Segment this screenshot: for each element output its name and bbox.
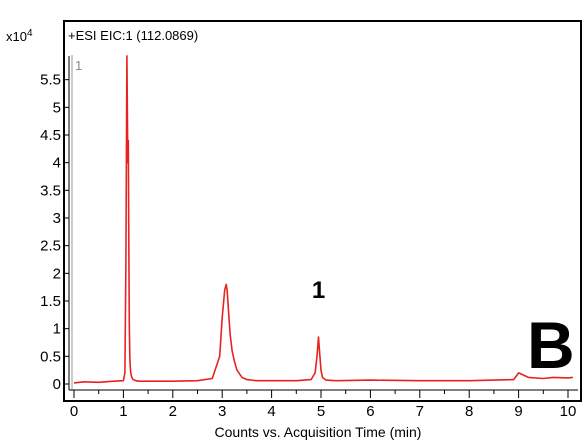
x-tick-label: 5	[317, 403, 325, 420]
x-tick-label: 7	[416, 403, 424, 420]
y-tick-label: 0.5	[40, 348, 61, 365]
y-tick-label: 4	[53, 155, 61, 172]
y-tick-label: 5.5	[40, 72, 61, 89]
series-line-1	[73, 55, 573, 384]
y-tick-label: 3	[53, 210, 61, 227]
y-multiplier: x104	[6, 28, 33, 44]
chart-header: +ESI EIC:1 (112.0869)	[68, 28, 198, 43]
series-layer	[73, 55, 573, 384]
y-tick-label: 4.5	[40, 127, 61, 144]
x-axis-label: Counts vs. Acquisition Time (min)	[215, 424, 422, 440]
y-tick-label: 1.5	[40, 293, 61, 310]
y-tick-label: 3.5	[40, 182, 61, 199]
x-tick-label: 6	[366, 403, 374, 420]
panel-label: B	[527, 308, 575, 382]
x-tick-label: 1	[119, 403, 127, 420]
y-tick-label: 0	[53, 376, 61, 393]
x-tick-label: 9	[514, 403, 522, 420]
x-tick-label: 10	[560, 403, 577, 420]
x-tick-label: 8	[465, 403, 473, 420]
y-tick-label: 1	[53, 321, 61, 338]
y-tick-label: 2	[53, 265, 61, 282]
x-tick-label: 3	[218, 403, 226, 420]
chart-frame	[63, 20, 582, 402]
y-ticks: 0 0.5 1 1.5 2 2.5 3 3.5 4 4.5 5 5.5	[40, 72, 69, 393]
annotation-layer: 1	[312, 277, 325, 304]
peak-annotation: 1	[312, 277, 325, 304]
x-tick-label: 2	[169, 403, 177, 420]
x-tick-label: 4	[267, 403, 275, 420]
x-tick-label: 0	[70, 403, 78, 420]
y-tick-label: 2.5	[40, 238, 61, 255]
x-ticks: 0 1 2 3 4 5 6 7 8 9 10	[70, 390, 577, 420]
y-tick-label: 5	[53, 99, 61, 116]
trace-number: 1	[75, 58, 82, 73]
